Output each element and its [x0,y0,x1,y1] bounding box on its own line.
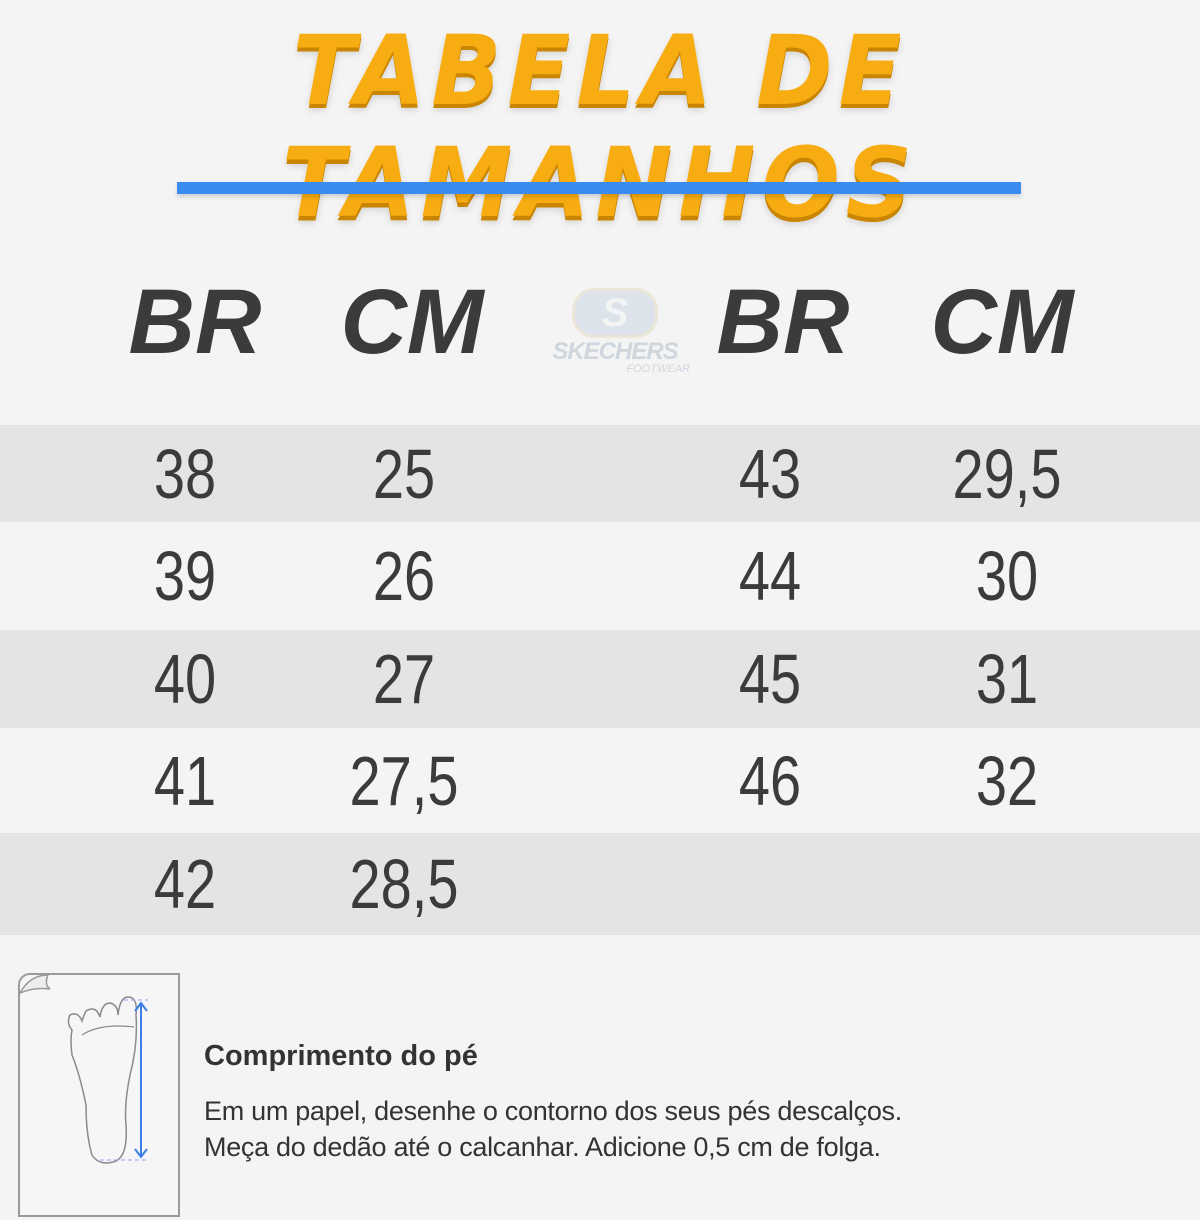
cell-cm2 [911,833,1103,935]
cell-cm2: 30 [975,537,1039,615]
logo-sub: FOOTWEAR [626,363,690,375]
cell-cm2: 32 [975,741,1039,820]
cell-br2: 43 [738,434,802,513]
logo-brand: SKECHERS [552,338,678,365]
table-row: 42 28,5 [0,833,1200,935]
title-underline [177,182,1021,194]
cell-br2: 46 [738,741,802,820]
cell-br2: 45 [738,640,802,718]
cell-br1: 40 [153,640,217,718]
cell-cm1: 27 [372,640,436,718]
cell-cm2: 29,5 [952,434,1062,513]
logo-s-icon: S [572,288,658,338]
cell-cm1: 25 [372,434,436,513]
info-text: Em um papel, desenhe o contorno dos seus… [204,1093,902,1165]
cell-cm1: 28,5 [349,845,459,923]
info-title: Comprimento do pé [204,1040,478,1072]
table-row: 41 27,5 46 32 [0,728,1200,833]
info-line-2: Meça do dedão até o calcanhar. Adicione … [204,1132,881,1162]
skechers-logo: S SKECHERS FOOTWEAR [520,288,710,375]
cell-br2: 44 [738,537,802,615]
paper-icon [18,973,180,1217]
table-row: 39 26 44 30 [0,522,1200,630]
cell-br2 [674,833,866,935]
cell-br1: 41 [153,741,217,820]
header-cm-left: CM [340,271,484,373]
info-line-1: Em um papel, desenhe o contorno dos seus… [204,1096,902,1126]
table-row: 38 25 43 29,5 [0,425,1200,522]
header-br-right: BR [716,271,850,373]
cell-br1: 42 [153,845,217,923]
foot-measure-icon [18,974,148,1164]
table-row: 40 27 45 31 [0,630,1200,728]
cell-br1: 38 [153,434,217,513]
cell-cm1: 26 [372,537,436,615]
page-title: TABELA DE TAMANHOS [281,14,919,240]
header-br-left: BR [128,271,262,373]
cell-cm1: 27,5 [349,741,459,820]
cell-cm2: 31 [975,640,1039,718]
header-cm-right: CM [930,271,1074,373]
cell-br1: 39 [153,537,217,615]
